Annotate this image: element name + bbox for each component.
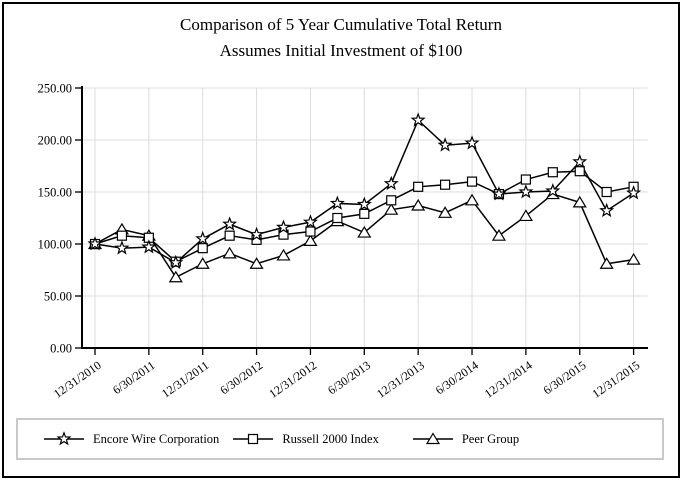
- x-tick-label: 6/30/2012: [217, 358, 265, 397]
- star-marker-icon: [491, 186, 507, 201]
- square-marker-icon: [547, 167, 558, 178]
- square-marker-icon: [197, 243, 208, 254]
- legend-item-square: Russell 2000 Index: [233, 431, 379, 447]
- square-marker-icon: [386, 195, 397, 206]
- x-tick-label: 6/30/2015: [541, 358, 589, 397]
- square-marker-icon: [248, 433, 259, 445]
- square-marker-icon: [224, 230, 235, 241]
- square-marker-icon: [359, 208, 370, 219]
- star-marker-icon: [275, 219, 292, 234]
- triangle-marker-icon: [518, 209, 533, 222]
- star-marker-icon: [599, 202, 615, 218]
- triangle-marker-icon: [384, 203, 399, 215]
- star-marker-icon: [626, 185, 642, 200]
- star-marker-icon: [410, 112, 426, 127]
- x-tick-label: 12/31/2010: [51, 358, 104, 401]
- triangle-marker-icon: [599, 257, 614, 269]
- square-marker-icon: [601, 186, 612, 198]
- square-marker-icon: [305, 226, 316, 237]
- y-tick-label: 200.00: [38, 134, 72, 148]
- y-tick-label: 0.00: [50, 342, 72, 356]
- triangle-marker-icon: [411, 198, 426, 211]
- triangle-marker-icon: [276, 248, 291, 261]
- y-tick-label: 250.00: [38, 82, 72, 96]
- triangle-marker-icon: [168, 270, 183, 283]
- square-marker-icon: [116, 230, 128, 241]
- star-marker-icon: [572, 153, 588, 169]
- legend-item-triangle: Peer Group: [412, 431, 520, 447]
- star-marker-icon: [56, 431, 72, 446]
- legend-triangle-icon: [412, 432, 453, 445]
- star-marker-icon: [383, 175, 399, 191]
- star-marker-icon: [141, 239, 157, 254]
- x-tick-label: 12/31/2012: [266, 358, 319, 401]
- legend-item-star: Encore Wire Corporation: [44, 431, 219, 447]
- triangle-marker-icon: [491, 229, 507, 241]
- y-tick-label: 150.00: [38, 186, 72, 200]
- square-marker-icon: [574, 166, 585, 177]
- triangle-marker-icon: [303, 234, 318, 246]
- star-marker-icon: [168, 254, 184, 270]
- chart-legend: Encore Wire Corporation Russell 2000 Inde…: [16, 418, 664, 460]
- star-marker-icon: [518, 184, 534, 199]
- y-tick-label: 50.00: [44, 290, 72, 304]
- legend-label: Encore Wire Corporation: [93, 431, 220, 446]
- square-marker-icon: [439, 179, 451, 190]
- star-marker-icon: [195, 230, 211, 246]
- triangle-marker-icon: [222, 246, 237, 259]
- y-tick-label: 100.00: [38, 238, 72, 252]
- chart-title-line1: Comparison of 5 Year Cumulative Total Re…: [180, 15, 502, 34]
- x-tick-label: 12/31/2014: [482, 358, 535, 401]
- star-marker-icon: [464, 135, 480, 150]
- triangle-marker-icon: [438, 206, 453, 218]
- chart-title-line2: Assumes Initial Investment of $100: [219, 41, 463, 61]
- square-marker-icon: [413, 181, 424, 192]
- triangle-marker-icon: [572, 195, 587, 208]
- star-marker-icon: [356, 196, 372, 211]
- legend-label: Russell 2000 Index: [282, 431, 379, 446]
- star-marker-icon: [249, 226, 265, 242]
- x-tick-label: 6/30/2014: [433, 358, 481, 397]
- square-marker-icon: [466, 176, 478, 187]
- legend-square-icon: [233, 433, 274, 445]
- star-marker-icon: [545, 183, 561, 198]
- legend-star-icon: [44, 431, 84, 446]
- chart-title: Comparison of 5 Year Cumulative Total Re…: [0, 12, 682, 65]
- x-tick-label: 6/30/2011: [110, 358, 158, 397]
- triangle-marker-icon: [249, 257, 264, 269]
- triangle-marker-icon: [425, 432, 440, 445]
- x-tick-label: 12/31/2011: [159, 358, 211, 401]
- legend-label: Peer Group: [461, 431, 520, 446]
- square-marker-icon: [332, 212, 343, 224]
- x-tick-label: 12/31/2015: [590, 358, 643, 401]
- triangle-marker-icon: [357, 225, 372, 238]
- x-tick-label: 12/31/2013: [374, 358, 427, 401]
- star-marker-icon: [437, 137, 453, 152]
- star-marker-icon: [222, 216, 238, 231]
- triangle-marker-icon: [464, 193, 480, 206]
- triangle-marker-icon: [195, 257, 210, 269]
- star-marker-icon: [302, 214, 318, 229]
- triangle-marker-icon: [626, 252, 641, 265]
- x-tick-label: 6/30/2013: [325, 358, 373, 397]
- star-marker-icon: [329, 195, 345, 210]
- star-marker-icon: [114, 240, 130, 255]
- star-marker-icon: [87, 236, 103, 251]
- line-chart-plot: 0.00 50.00 100.00 150.00 200.00 250.00 12/31/2…: [38, 82, 648, 401]
- square-marker-icon: [520, 174, 531, 185]
